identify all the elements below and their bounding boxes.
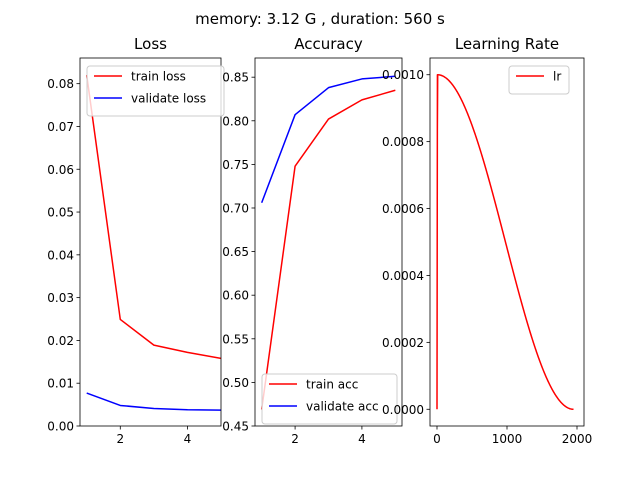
x-tick-label: 2	[291, 432, 299, 446]
x-tick-label: 0	[433, 432, 441, 446]
y-tick-label: 0.06	[47, 163, 74, 177]
y-tick-label: 0.07	[47, 120, 74, 134]
legend: train loss validate loss	[86, 65, 225, 117]
y-tick-label: 0.55	[222, 332, 249, 346]
legend: train acc validate acc	[261, 373, 398, 425]
y-tick-label: 0.50	[222, 376, 249, 390]
y-tick-label: 0.0010	[382, 68, 424, 82]
y-tick-label: 0.01	[47, 377, 74, 391]
legend-label: train loss	[131, 70, 186, 84]
series-line-train-loss	[85, 75, 221, 360]
x-tick-label: 1000	[492, 432, 523, 446]
series-line-lr	[436, 73, 574, 411]
series-group	[260, 75, 396, 410]
subplot-1: Loss 2 4 0.00 0.01 0.02 0.03 0.04 0.05 0.06 0.07 0.…	[47, 35, 225, 446]
y-tick-label: 0.80	[222, 114, 249, 128]
y-tick-label: 0.0000	[382, 403, 424, 417]
series-line-train-acc	[260, 89, 396, 410]
legend: lr	[508, 65, 570, 95]
y-tick-label: 0.60	[222, 289, 249, 303]
x-tick-label: 2	[116, 432, 124, 446]
x-tick-label: 4	[358, 432, 366, 446]
legend-box	[508, 65, 570, 95]
y-tick-label: 0.0002	[382, 336, 424, 350]
x-tick-label: 2000	[562, 432, 593, 446]
legend-label: validate loss	[131, 92, 206, 106]
legend-box	[261, 373, 398, 425]
y-tick-label: 0.65	[222, 245, 249, 259]
legend-label: validate acc	[306, 400, 379, 414]
y-tick-label: 0.0008	[382, 135, 424, 149]
axes-frame	[254, 57, 403, 427]
series-group	[85, 75, 221, 411]
y-tick-label: 0.75	[222, 158, 249, 172]
legend-box	[86, 65, 225, 117]
legend-label: train acc	[306, 378, 358, 392]
subplot-2: Accuracy 2 4 0.45 0.50 0.55 0.60 0.65 0.70 0.75 0.…	[222, 35, 403, 446]
series-line-validate-loss	[86, 392, 221, 411]
y-tick-label: 0.0006	[382, 202, 424, 216]
y-tick-label: 0.85	[222, 71, 249, 85]
axes-frame	[79, 57, 222, 427]
subplot-title: Learning Rate	[455, 35, 559, 53]
y-tick-label: 0.04	[47, 248, 74, 262]
y-tick-label: 0.0004	[382, 269, 424, 283]
y-tick-label: 0.70	[222, 201, 249, 215]
subplot-title: Accuracy	[294, 35, 363, 53]
axes-frame	[429, 57, 585, 427]
y-tick-label: 0.03	[47, 291, 74, 305]
series-line-validate-acc	[260, 75, 396, 204]
y-tick-label: 0.45	[222, 420, 249, 434]
figure-suptitle: memory: 3.12 G , duration: 560 s	[195, 10, 445, 28]
x-tick-label: 4	[184, 432, 192, 446]
subplot-3: Learning Rate 0 1000 2000 0.0000 0.0002 0.0004…	[382, 35, 592, 446]
y-tick-label: 0.08	[47, 77, 74, 91]
subplot-title: Loss	[134, 35, 167, 53]
series-group	[436, 73, 574, 411]
y-tick-label: 0.05	[47, 206, 74, 220]
y-tick-label: 0.02	[47, 334, 74, 348]
legend-label: lr	[553, 70, 561, 84]
y-tick-label: 0.00	[47, 420, 74, 434]
